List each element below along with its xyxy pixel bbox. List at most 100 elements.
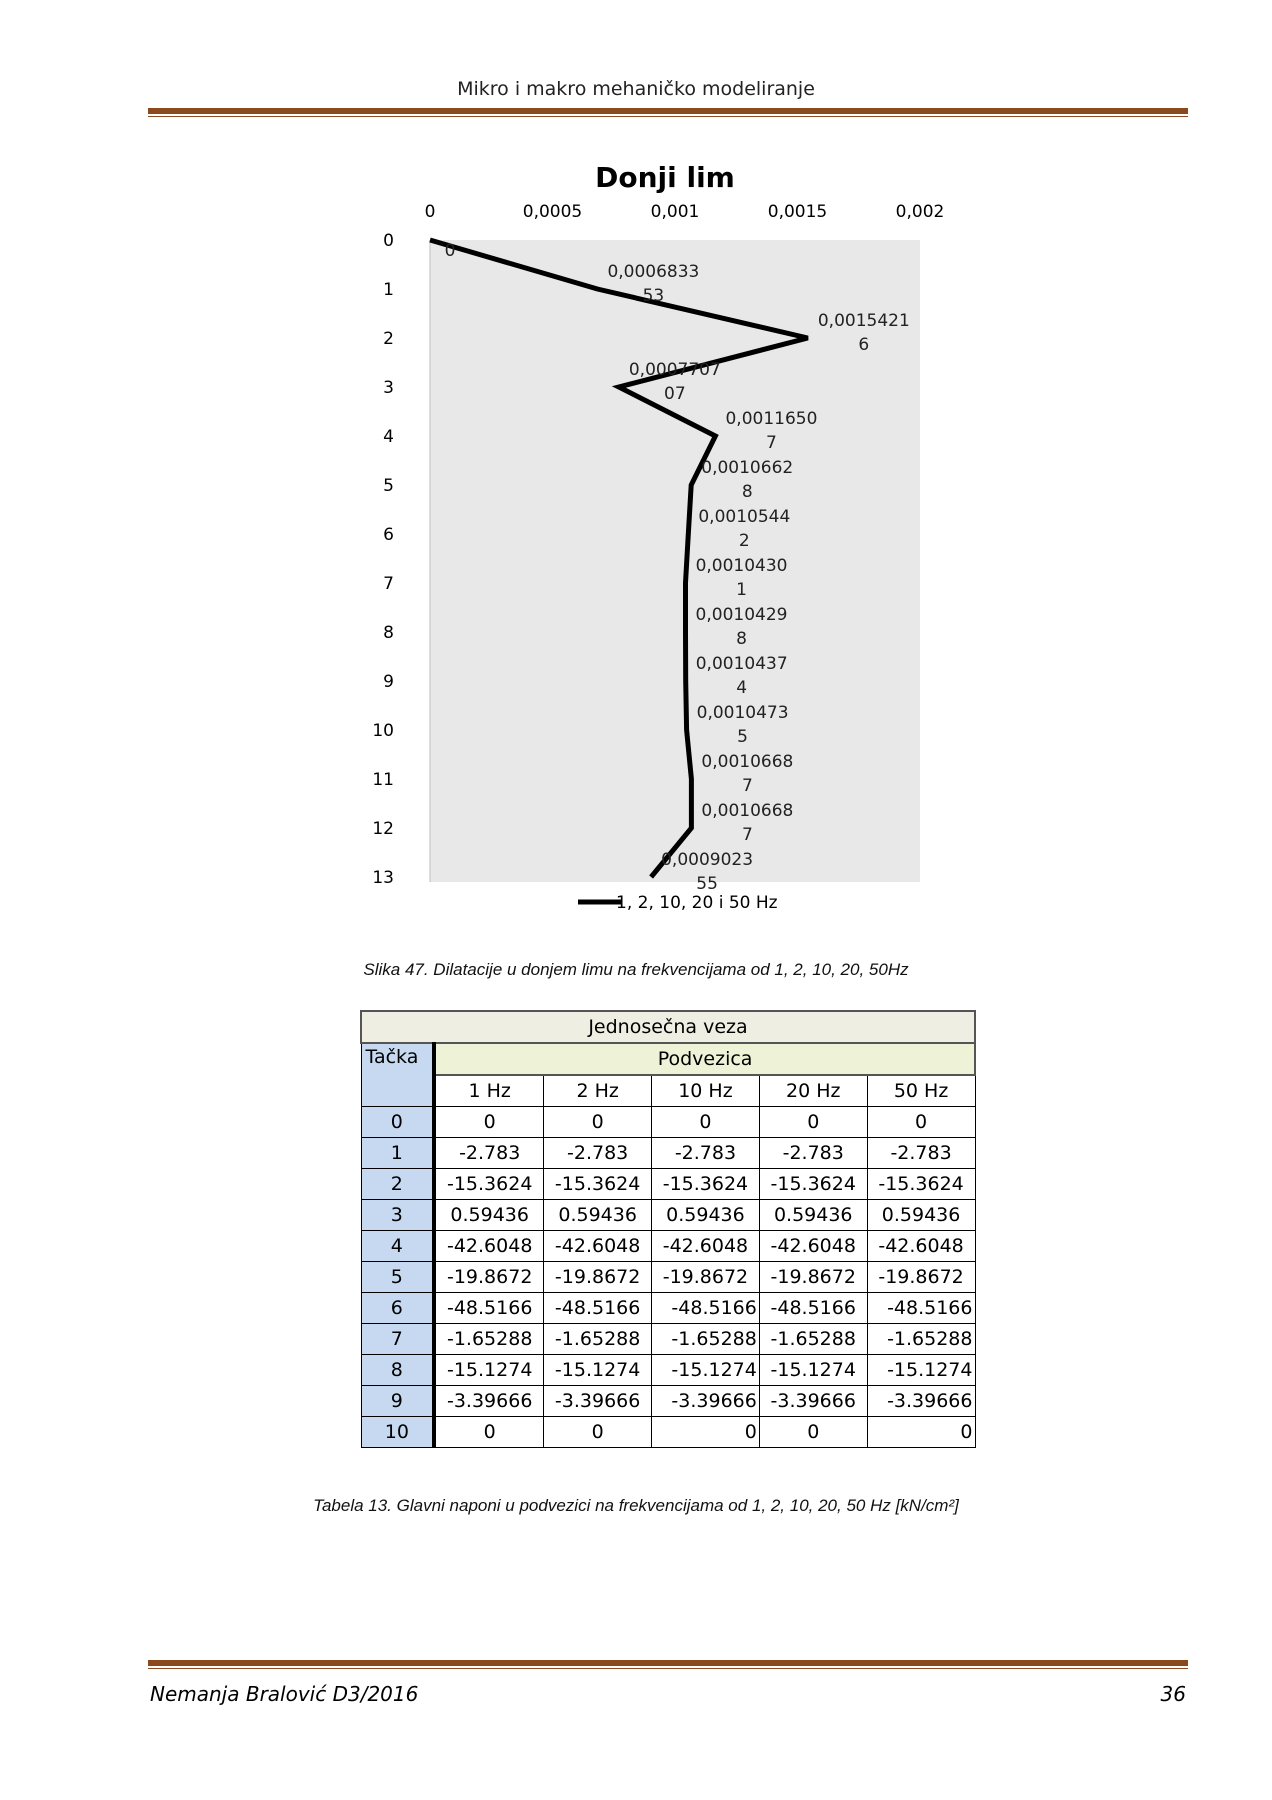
row-index: 10 <box>360 1416 437 1448</box>
data-label: 0,0010668 <box>701 801 793 821</box>
table-cell: -19.8672 <box>866 1261 976 1293</box>
data-label: 0,0010668 <box>701 752 793 772</box>
chart-title: Donji lim <box>595 161 735 194</box>
table-cell: -3.39666 <box>866 1385 976 1417</box>
data-label: 0,0009023 <box>661 850 753 870</box>
table-row: 7 -1.65288 -1.65288 -1.65288 -1.65288 -1.6528… <box>360 1323 976 1355</box>
data-label: 0,0007707 <box>629 360 721 380</box>
table-cell: -15.1274 <box>758 1354 868 1386</box>
data-label: 0,0011650 <box>725 409 817 429</box>
table-cell: -3.39666 <box>758 1385 868 1417</box>
y-tick-label: 3 <box>383 378 394 398</box>
table-row: 4 -42.6048 -42.6048 -42.6048 -42.6048 -42.604… <box>360 1230 976 1262</box>
y-tick-label: 1 <box>383 280 394 300</box>
table-cell: -1.65288 <box>758 1323 868 1355</box>
table-cell: -42.6048 <box>433 1230 545 1262</box>
table-cell: -15.3624 <box>433 1168 545 1200</box>
table-cell: -15.1274 <box>651 1354 760 1386</box>
footer-rule <box>148 1660 1188 1669</box>
row-index: 3 <box>360 1199 437 1231</box>
table-cell: -15.1274 <box>543 1354 653 1386</box>
table-cell: -3.39666 <box>433 1385 545 1417</box>
x-tick-label: 0,001 <box>651 202 700 222</box>
table-cell: 0 <box>433 1416 545 1448</box>
data-label: 1 <box>736 580 747 600</box>
table-cell: -48.5166 <box>758 1292 868 1324</box>
table-row: 8 -15.1274 -15.1274 -15.1274 -15.1274 -15.127… <box>360 1354 976 1386</box>
y-tick-label: 5 <box>383 476 394 496</box>
table-cell: 0 <box>866 1106 976 1138</box>
plot-area <box>430 240 920 882</box>
y-tick-label: 4 <box>383 427 394 447</box>
table-cell: 0 <box>651 1416 760 1448</box>
row-index: 5 <box>360 1261 437 1293</box>
table-cell: -48.5166 <box>651 1292 760 1324</box>
table-cell: 0 <box>866 1416 976 1448</box>
table-cell: -15.3624 <box>543 1168 653 1200</box>
table-body: 0 0 0 0 0 0 1 -2.783 -2.783 -2.783 -2.783 -2.783 2 -1… <box>360 1106 976 1448</box>
row-header: Tačka <box>360 1042 437 1107</box>
x-tick-label: 0,0005 <box>523 202 582 222</box>
table-cell: -1.65288 <box>651 1323 760 1355</box>
data-label: 8 <box>736 629 747 649</box>
header-rule <box>148 108 1188 117</box>
row-index: 1 <box>360 1137 437 1169</box>
y-tick-label: 13 <box>372 868 394 888</box>
row-index: 8 <box>360 1354 437 1386</box>
column-header-row: 1 Hz 2 Hz 10 Hz 20 Hz 50 Hz <box>361 1074 976 1107</box>
x-tick-label: 0 <box>425 202 436 222</box>
table-cell: -48.5166 <box>543 1292 653 1324</box>
table-cell: -15.1274 <box>433 1354 545 1386</box>
table-row: 6 -48.5166 -48.5166 -48.5166 -48.5166 -48.516… <box>360 1292 976 1324</box>
column-header: 1 Hz <box>433 1074 545 1107</box>
y-tick-label: 11 <box>372 770 394 790</box>
table-cell: 0.59436 <box>758 1199 868 1231</box>
table-cell: -1.65288 <box>866 1323 976 1355</box>
page-number: 36 <box>1160 1682 1186 1706</box>
column-header: 2 Hz <box>543 1074 653 1107</box>
table-cell: -2.783 <box>758 1137 868 1169</box>
data-label: 7 <box>742 776 753 796</box>
y-tick-label: 9 <box>383 672 394 692</box>
data-label: 7 <box>742 825 753 845</box>
table-cell: 0.59436 <box>543 1199 653 1231</box>
data-label: 07 <box>664 384 686 404</box>
data-label: 0,0010662 <box>701 458 793 478</box>
y-tick-label: 7 <box>383 574 394 594</box>
data-label: 0,0010544 <box>698 507 790 527</box>
table-cell: -3.39666 <box>651 1385 760 1417</box>
y-tick-label: 2 <box>383 329 394 349</box>
data-label: 7 <box>766 433 777 453</box>
table-row: 3 0.59436 0.59436 0.59436 0.59436 0.59436 <box>360 1199 976 1231</box>
table-cell: -15.3624 <box>866 1168 976 1200</box>
table-cell: -48.5166 <box>866 1292 976 1324</box>
row-index: 9 <box>360 1385 437 1417</box>
y-tick-label: 0 <box>383 231 394 251</box>
data-label: 0 <box>445 241 456 261</box>
y-tick-label: 10 <box>372 721 394 741</box>
table-cell: -2.783 <box>866 1137 976 1169</box>
y-tick-label: 8 <box>383 623 394 643</box>
column-header: 10 Hz <box>651 1074 760 1107</box>
table-cell: 0.59436 <box>866 1199 976 1231</box>
row-index: 4 <box>360 1230 437 1262</box>
table-cell: -42.6048 <box>758 1230 868 1262</box>
x-axis-ticks: 0 0,0005 0,001 0,0015 0,002 <box>425 202 945 222</box>
table-cell: -19.8672 <box>543 1261 653 1293</box>
donji-lim-chart: Donji lim 0 0,0005 0,001 0,0015 0,002 012345… <box>372 161 945 913</box>
table-cell: -19.8672 <box>651 1261 760 1293</box>
data-label: 8 <box>742 482 753 502</box>
table-cell: 0 <box>758 1106 868 1138</box>
data-label: 4 <box>736 678 747 698</box>
table-row: 9 -3.39666 -3.39666 -3.39666 -3.39666 -3.3966… <box>360 1385 976 1417</box>
table-cell: 0.59436 <box>433 1199 545 1231</box>
table-cell: -2.783 <box>543 1137 653 1169</box>
figure-caption: Slika 47. Dilatacije u donjem limu na fr… <box>363 960 909 979</box>
table-cell: -3.39666 <box>543 1385 653 1417</box>
running-header: Mikro i makro mehaničko modeliranje <box>457 78 815 100</box>
data-label: 55 <box>696 874 718 894</box>
data-label: 6 <box>858 335 869 355</box>
row-index: 2 <box>360 1168 437 1200</box>
